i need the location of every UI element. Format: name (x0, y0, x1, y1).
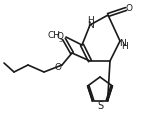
Text: H: H (87, 15, 93, 24)
Text: S: S (97, 100, 103, 110)
Text: O: O (56, 31, 64, 40)
Text: N: N (119, 38, 125, 47)
Text: CH: CH (48, 30, 61, 39)
Text: N: N (88, 20, 94, 29)
Text: O: O (54, 63, 61, 72)
Text: 3: 3 (59, 38, 63, 43)
Text: H: H (121, 41, 127, 50)
Text: O: O (126, 3, 132, 12)
